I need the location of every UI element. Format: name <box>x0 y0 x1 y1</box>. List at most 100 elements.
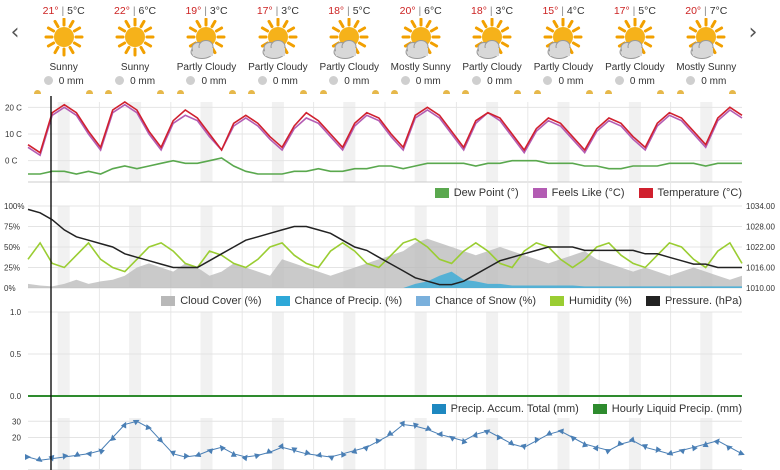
low-temp: 3°C <box>495 5 514 17</box>
daylight-markers <box>242 90 313 95</box>
legend-humidity[interactable]: Humidity (%) <box>550 295 632 307</box>
legend-chance-snow[interactable]: Chance of Snow (%) <box>416 295 536 307</box>
partly-cloudy-icon <box>185 17 227 60</box>
sunrise-marker <box>105 90 113 94</box>
temp-separator: | <box>275 5 282 17</box>
wind-arrow <box>291 447 298 454</box>
cloud-cover-area <box>28 238 742 288</box>
night-band <box>57 102 70 182</box>
high-temp: 20° <box>685 5 702 17</box>
high-temp: 22° <box>114 5 130 17</box>
night-band <box>129 102 142 182</box>
precip-amount: 0 mm <box>385 76 456 87</box>
wind-arrow <box>35 456 43 463</box>
wind-arrow <box>604 448 612 455</box>
wind-arrow <box>266 448 273 454</box>
low-temp: 3°C <box>281 5 299 17</box>
legend-feels-like[interactable]: Feels Like (°C) <box>532 187 625 199</box>
condition-label: Sunny <box>120 62 150 73</box>
high-temp: 17° <box>613 5 630 17</box>
y-tick-label: 100% <box>4 202 24 211</box>
wind-arrow <box>62 453 69 460</box>
y-tick-label: 50% <box>4 243 20 252</box>
legend-label: Feels Like (°C) <box>551 187 625 199</box>
night-band <box>628 418 641 470</box>
wind-arrow <box>425 425 432 432</box>
legend-chance-precip[interactable]: Chance of Precip. (%) <box>275 295 403 307</box>
night-band <box>129 418 142 470</box>
forecast-day: 17° | 3°C Partly Cloudy 0 mm <box>242 0 313 96</box>
legend-swatch <box>532 188 547 198</box>
legend-label: Temperature (°C) <box>657 187 742 199</box>
raindrop-icon <box>400 76 410 85</box>
partly-cloudy-icon <box>542 17 584 60</box>
wind-arrow <box>628 436 636 444</box>
daylight-markers <box>99 90 170 95</box>
wind-arrow <box>449 435 456 442</box>
legend-label: Precip. Accum. Total (mm) <box>450 403 579 415</box>
wind-arrow <box>315 451 322 458</box>
meteogram: 20 C 10 C 0 C 100% 1034.00 75% 1028.00 50% 1022.… <box>0 96 780 470</box>
low-temp: 7°C <box>709 5 728 17</box>
chevron-left-icon: ‹ <box>10 20 20 45</box>
wind-arrow <box>254 453 261 460</box>
sunrise-marker <box>34 90 41 94</box>
precip-value: 0 mm <box>487 76 513 87</box>
sunset-marker <box>228 90 236 94</box>
legend-dew-point[interactable]: Dew Point (°) <box>434 187 519 199</box>
precip-amount: 0 mm <box>456 76 527 87</box>
legend-hourly-liquid[interactable]: Hourly Liquid Precip. (mm) <box>592 403 742 415</box>
y-tick-label: 0.5 <box>10 350 22 359</box>
night-band <box>414 418 427 470</box>
daylight-markers <box>528 90 599 95</box>
legend-pressure[interactable]: Pressure. (hPa) <box>645 295 742 307</box>
wind-arrow <box>341 451 347 458</box>
legend-precip-accum[interactable]: Precip. Accum. Total (mm) <box>431 403 579 415</box>
legend-swatch <box>550 296 565 306</box>
sunset-marker <box>514 90 522 94</box>
raindrop-icon <box>614 76 624 85</box>
daylight-markers <box>171 90 242 95</box>
sunrise-marker <box>391 90 398 94</box>
sunrise-marker <box>462 90 470 94</box>
night-band <box>200 418 213 470</box>
low-temp: 6°C <box>138 5 157 17</box>
low-temp: 5°C <box>352 5 371 17</box>
wind-arrow <box>534 436 541 444</box>
legend-temperature[interactable]: Temperature (°C) <box>638 187 742 199</box>
low-temp: 3°C <box>209 5 228 17</box>
wind-arrow <box>241 454 248 462</box>
wind-arrow <box>169 450 176 457</box>
chevron-right-icon: › <box>748 20 758 45</box>
daylight-markers <box>28 90 99 95</box>
wind-arrow <box>557 428 564 435</box>
partly-cloudy-icon <box>400 17 442 60</box>
legend-cloud-cover[interactable]: Cloud Cover (%) <box>161 295 262 307</box>
legend-label: Chance of Precip. (%) <box>294 295 403 307</box>
sunrise-marker <box>676 90 684 94</box>
night-band <box>200 102 213 182</box>
condition-label: Sunny <box>49 62 78 73</box>
sunrise-marker <box>605 90 613 94</box>
high-temp: 18° <box>328 5 345 17</box>
night-band <box>57 418 70 470</box>
legend-label: Dew Point (°) <box>453 187 519 199</box>
sun-icon <box>114 17 156 60</box>
night-band <box>271 102 284 182</box>
partly-cloudy-icon <box>471 17 513 60</box>
atmosphere-legend: Cloud Cover (%) Chance of Precip. (%) Ch… <box>161 294 742 308</box>
y-tick-label: 0 C <box>5 157 18 166</box>
y-tick-label: 20 C <box>5 103 22 112</box>
wind-arrow <box>691 444 698 452</box>
day-temperatures: 18° | 3°C <box>456 5 527 17</box>
dew-point-line <box>28 157 742 175</box>
legend-label: Chance of Snow (%) <box>435 295 537 307</box>
next-days-button[interactable]: › <box>742 18 764 48</box>
previous-days-button[interactable]: ‹ <box>4 18 26 48</box>
precip-amount: 0 mm <box>242 76 313 87</box>
day-temperatures: 22° | 6°C <box>99 5 170 17</box>
precip-amount: 0 mm <box>28 76 99 87</box>
legend-swatch <box>161 296 176 306</box>
high-temp: 21° <box>42 5 59 17</box>
legend-swatch <box>434 188 449 198</box>
